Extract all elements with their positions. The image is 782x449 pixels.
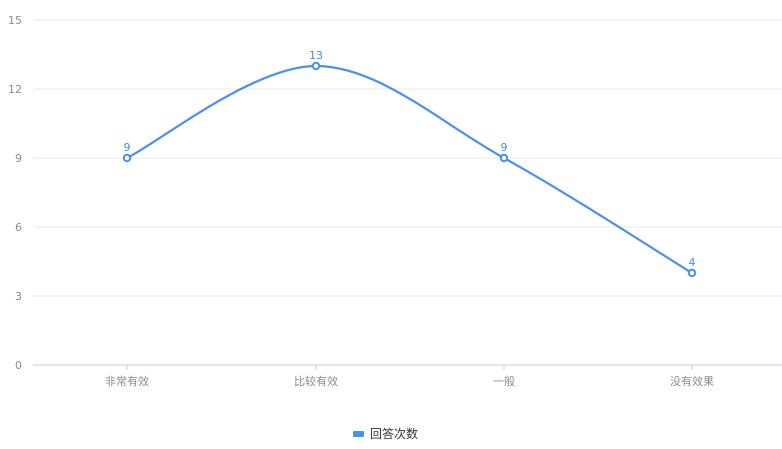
data-point[interactable] <box>499 153 509 163</box>
legend-label[interactable]: 回答次数 <box>370 426 418 441</box>
y-tick-label: 0 <box>15 359 22 372</box>
data-label: 13 <box>309 49 323 62</box>
y-tick-label: 9 <box>15 152 22 165</box>
x-tick-label: 没有效果 <box>670 374 714 388</box>
x-tick-label: 非常有效 <box>105 374 149 388</box>
y-tick-label: 15 <box>8 14 22 27</box>
grid-layer <box>33 19 782 297</box>
legend[interactable]: 回答次数 <box>353 426 418 441</box>
data-label-layer: 9 13 9 4 <box>124 49 696 269</box>
axis-layer: 0 3 6 9 12 15 非常有效 比较有效 一般 没有效果 <box>8 14 782 388</box>
y-tick-label: 12 <box>8 83 22 96</box>
x-tick-label: 比较有效 <box>294 374 338 388</box>
data-point[interactable] <box>311 61 321 71</box>
y-tick-label: 3 <box>15 290 22 303</box>
y-tick-label: 6 <box>15 221 22 234</box>
series-line <box>126 64 693 274</box>
x-tick-label: 一般 <box>493 375 515 388</box>
data-label: 9 <box>124 141 131 154</box>
data-point[interactable] <box>687 268 697 278</box>
data-label: 9 <box>501 141 508 154</box>
data-label: 4 <box>689 256 696 269</box>
legend-swatch[interactable] <box>353 431 364 437</box>
data-point[interactable] <box>122 153 132 163</box>
series-layer <box>122 61 697 278</box>
